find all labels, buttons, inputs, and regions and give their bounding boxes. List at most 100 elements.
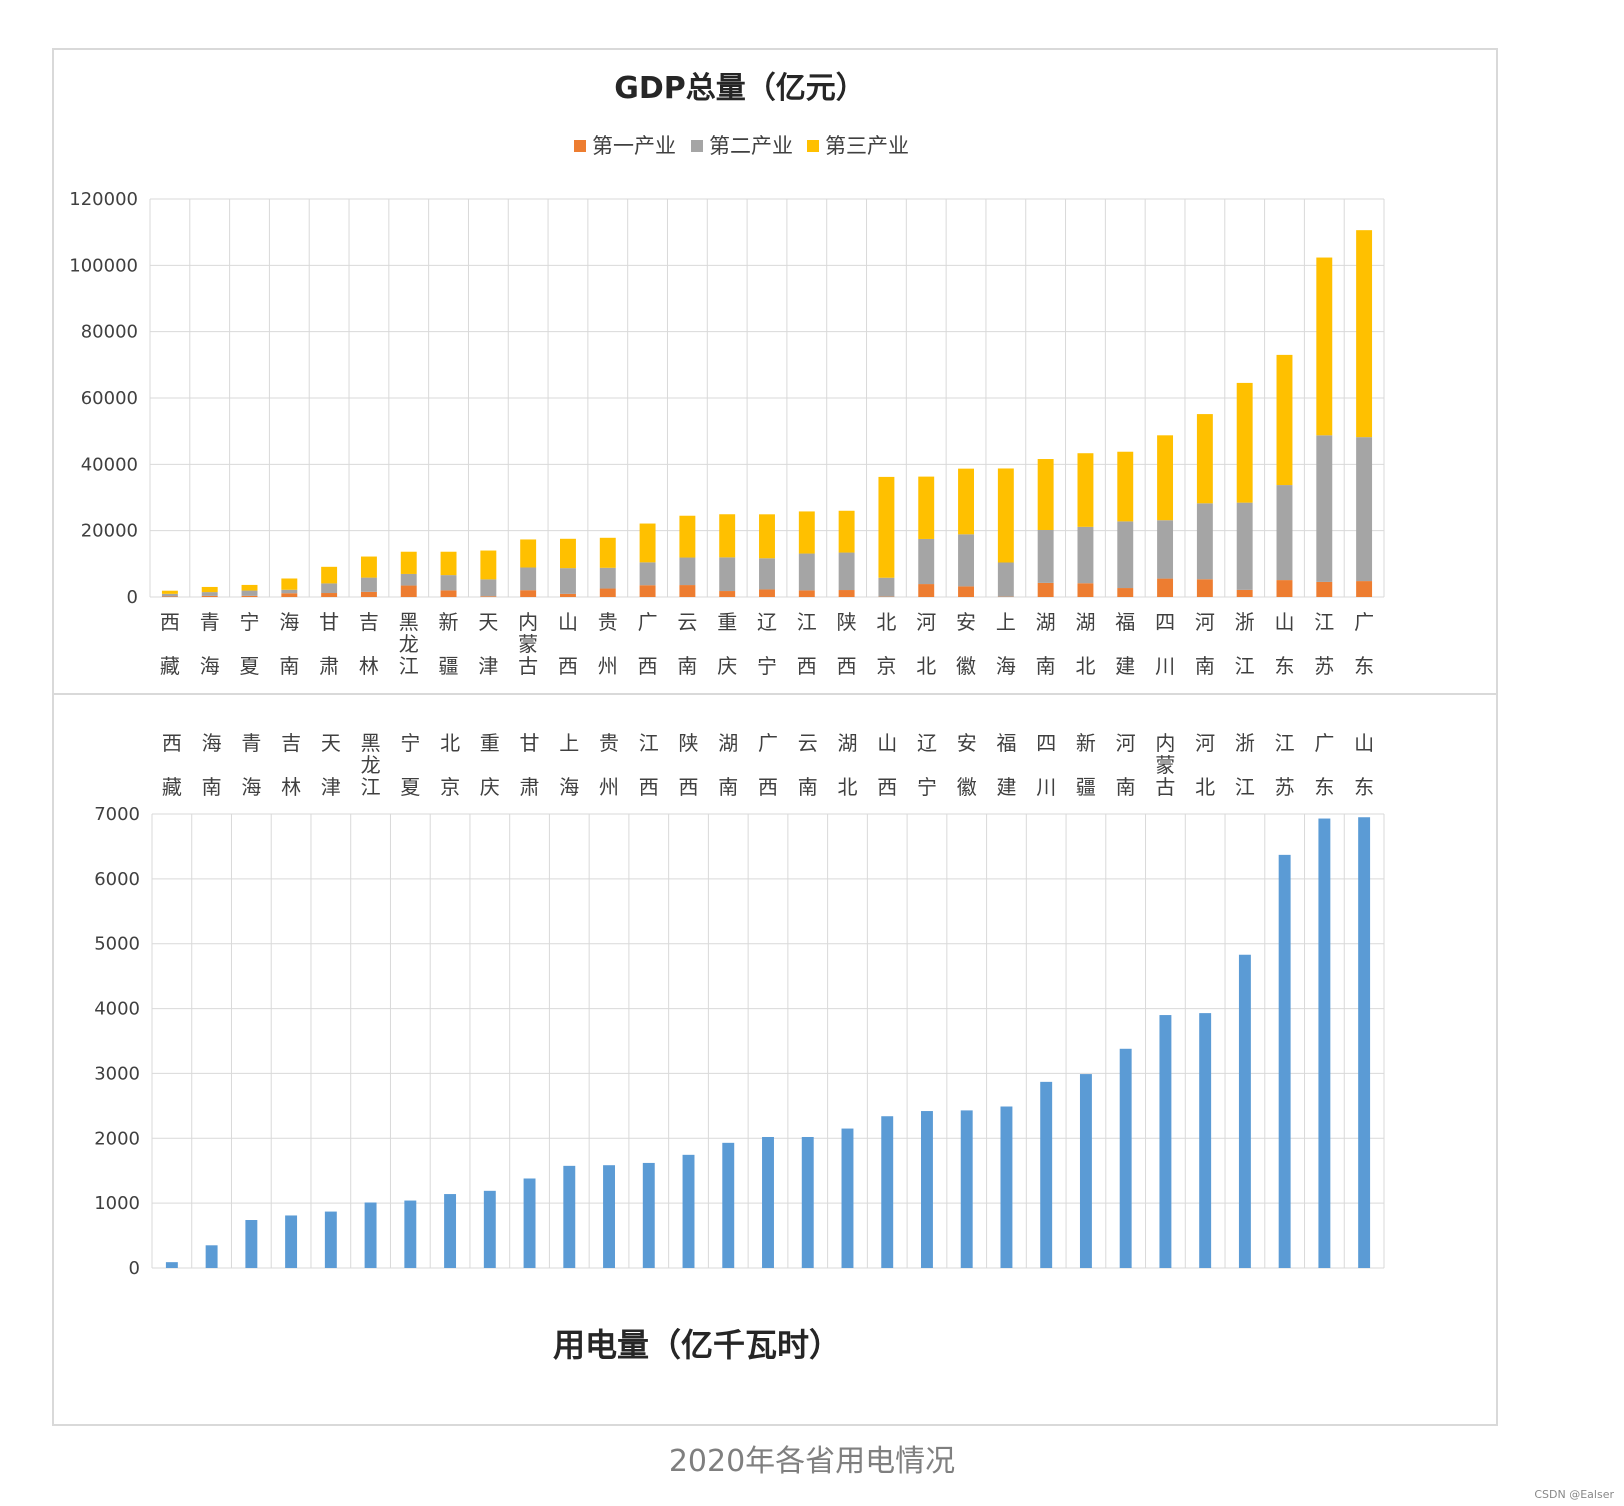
legend-swatch-1 [574, 140, 586, 152]
electricity-x-label-重庆: 重庆 [480, 731, 500, 799]
electricity-x-label-云南: 云南 [798, 731, 818, 799]
gdp-bar-陕西-s1 [838, 590, 855, 597]
electricity-bar-江苏 [1278, 854, 1291, 1268]
electricity-y-tick: 5000 [94, 934, 140, 955]
electricity-bar-山东 [1358, 817, 1371, 1268]
gdp-bar-河北-s1 [918, 584, 935, 597]
gdp-y-tick: 0 [127, 587, 138, 608]
gdp-y-tick: 120000 [69, 189, 138, 210]
electricity-bar-河北 [1199, 1013, 1212, 1268]
gdp-bar-天津-s3 [480, 550, 497, 580]
electricity-y-tick: 2000 [94, 1128, 140, 1149]
electricity-bar-福建 [1000, 1106, 1013, 1268]
electricity-bar-甘肃 [523, 1178, 536, 1268]
electricity-bar-江西 [642, 1162, 655, 1268]
electricity-x-label-江苏: 江苏 [1275, 731, 1295, 799]
gdp-x-label-河北: 河北 [916, 610, 936, 678]
gdp-x-label-宁夏: 宁夏 [240, 610, 260, 678]
electricity-bar-湖南 [722, 1142, 735, 1268]
electricity-bar-安徽 [960, 1110, 973, 1268]
gdp-bar-宁夏-s1 [241, 595, 258, 597]
gdp-bar-湖南-s2 [1037, 530, 1054, 583]
gdp-bar-陕西-s2 [838, 552, 855, 591]
gdp-bar-新疆-s3 [440, 551, 457, 576]
gdp-x-label-陕西: 陕西 [837, 610, 857, 678]
electricity-bar-上海 [563, 1165, 576, 1268]
electricity-bar-内蒙古 [1159, 1015, 1172, 1268]
gdp-bar-黑龙江-s1 [400, 585, 417, 597]
gdp-bar-内蒙古-s2 [520, 567, 537, 591]
gdp-x-label-安徽: 安徽 [956, 610, 976, 678]
electricity-y-tick: 6000 [94, 869, 140, 890]
gdp-y-tick: 20000 [81, 521, 138, 542]
gdp-bar-青海-s3 [201, 586, 218, 593]
electricity-gridlines [151, 813, 1385, 1269]
gdp-bar-湖北-s3 [1077, 453, 1094, 527]
gdp-bar-江西-s3 [798, 511, 815, 554]
gdp-bar-西藏-s2 [161, 593, 178, 597]
gdp-y-tick: 80000 [81, 322, 138, 343]
gdp-bar-广西-s3 [639, 523, 656, 563]
gdp-x-label-贵州: 贵州 [598, 610, 618, 678]
electricity-y-tick: 7000 [94, 804, 140, 825]
electricity-x-label-辽宁: 辽宁 [917, 731, 937, 799]
gdp-bar-吉林-s3 [360, 556, 377, 578]
gdp-bar-江苏-s3 [1316, 257, 1333, 436]
electricity-bar-吉林 [285, 1215, 298, 1268]
gdp-bar-重庆-s3 [719, 514, 736, 558]
gdp-bar-安徽-s2 [958, 534, 974, 587]
gdp-bar-陕西-s3 [838, 510, 855, 553]
gdp-x-label-江苏: 江苏 [1314, 610, 1334, 678]
gdp-y-axis-ticks: 0 20000 40000 60000 80000 100000 120000 [69, 189, 138, 608]
gdp-bar-山东-s1 [1276, 580, 1293, 597]
chart-svg: GDP总量（亿元） 第一产业 第二产业 第三产业 02000040000600008… [54, 71, 1496, 1364]
electricity-x-label-湖北: 湖北 [837, 731, 857, 799]
gdp-bar-福建-s1 [1117, 588, 1134, 597]
gdp-x-label-甘肃: 甘肃 [319, 610, 339, 678]
gdp-bar-江西-s2 [798, 553, 815, 591]
electricity-bar-天津 [324, 1211, 337, 1268]
electricity-x-label-甘肃: 甘肃 [520, 731, 540, 799]
gdp-y-tick: 60000 [81, 388, 138, 409]
gdp-bar-天津-s2 [480, 579, 497, 597]
gdp-bar-云南-s3 [679, 515, 696, 558]
electricity-x-label-广东: 广东 [1314, 731, 1334, 799]
electricity-x-label-西藏: 西藏 [162, 731, 182, 799]
gdp-bar-辽宁-s2 [759, 558, 775, 590]
gdp-bar-内蒙古-s3 [520, 539, 537, 568]
electricity-x-label-山东: 山东 [1354, 731, 1374, 799]
gdp-bar-辽宁-s3 [759, 514, 775, 559]
gdp-bar-四川-s2 [1157, 520, 1174, 579]
gdp-bar-宁夏-s3 [241, 584, 258, 591]
electricity-bar-湖北 [841, 1128, 854, 1268]
gdp-bar-安徽-s1 [958, 586, 974, 597]
electricity-bar-贵州 [603, 1165, 615, 1268]
electricity-x-label-江西: 江西 [639, 731, 659, 799]
gdp-x-label-四川: 四川 [1155, 610, 1175, 678]
gdp-x-label-辽宁: 辽宁 [757, 610, 777, 678]
gdp-bar-广东-s2 [1356, 437, 1373, 582]
gdp-x-label-广西: 广西 [638, 610, 658, 678]
gdp-bar-安徽-s3 [958, 468, 974, 535]
gdp-bar-江苏-s1 [1316, 581, 1333, 597]
electricity-x-label-安徽: 安徽 [957, 731, 977, 799]
gdp-x-label-山东: 山东 [1274, 610, 1294, 678]
gdp-chart-title: GDP总量（亿元） [614, 71, 866, 106]
electricity-x-axis-labels: 西藏海南青海吉林天津黑龙江宁夏北京重庆甘肃上海贵州江西陕西湖南广西云南湖北山西辽… [162, 731, 1374, 799]
legend-swatch-2 [691, 140, 703, 152]
gdp-x-label-黑龙江: 黑龙江 [399, 610, 419, 678]
gdp-bar-新疆-s1 [440, 590, 457, 597]
chart-frame: GDP总量（亿元） 第一产业 第二产业 第三产业 0 20000 40000 60000 8… [52, 48, 1498, 1426]
electricity-bar-新疆 [1079, 1074, 1092, 1268]
gdp-x-label-上海: 上海 [996, 610, 1016, 678]
electricity-x-label-天津: 天津 [321, 731, 341, 799]
gdp-bar-河南-s1 [1196, 579, 1213, 597]
electricity-x-label-山西: 山西 [877, 731, 897, 799]
gdp-bar-甘肃-s3 [321, 566, 338, 584]
electricity-chart: 西藏海南青海吉林天津黑龙江宁夏北京重庆甘肃上海贵州江西陕西湖南广西云南湖北山西辽… [94, 731, 1385, 1364]
gdp-bar-重庆-s1 [719, 591, 736, 597]
gdp-bar-河北-s2 [918, 538, 935, 585]
gdp-bar-吉林-s1 [360, 591, 377, 597]
gdp-x-label-湖北: 湖北 [1075, 610, 1095, 678]
gdp-bar-广东-s3 [1356, 230, 1373, 438]
